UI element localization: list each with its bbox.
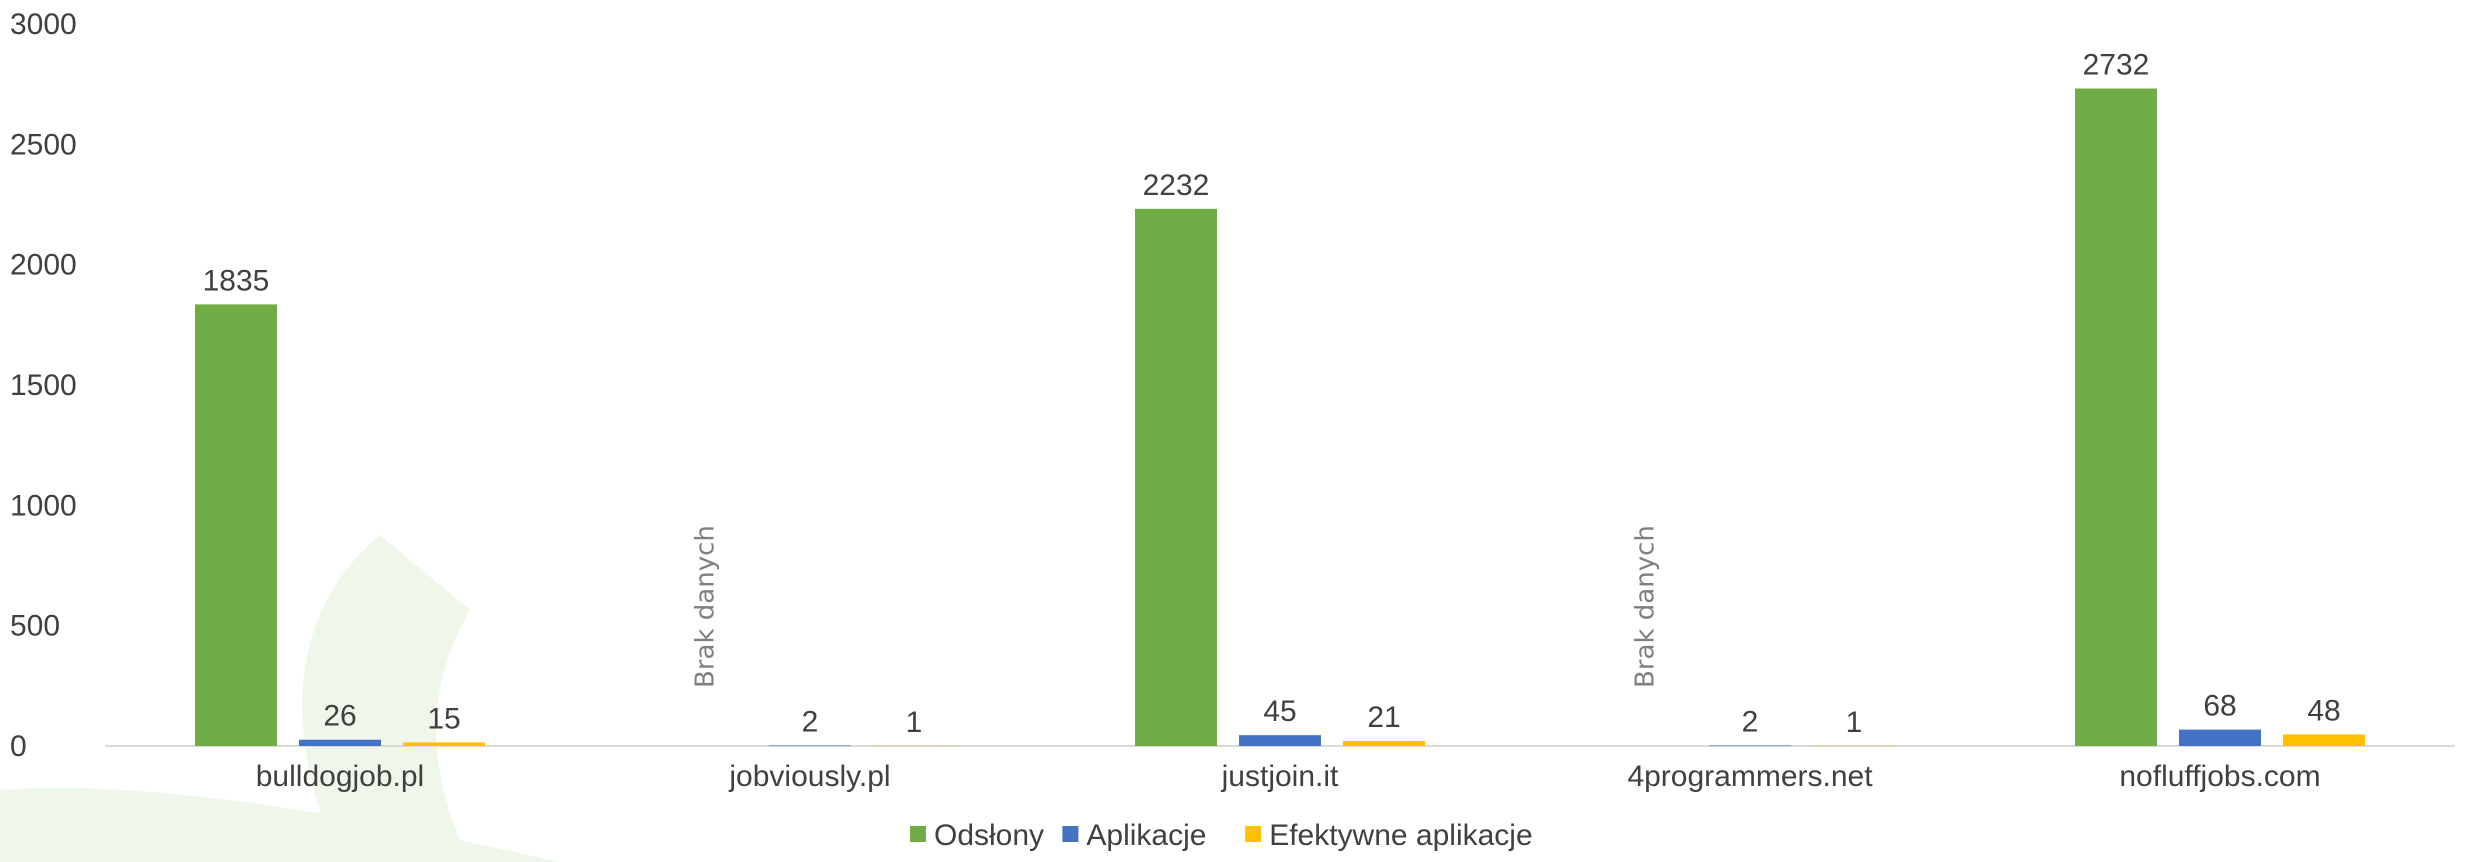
data-label: 15 [427, 702, 460, 735]
x-category-label: 4programmers.net [1627, 760, 1873, 793]
legend-label: Efektywne aplikacje [1269, 819, 1532, 852]
bar-efektywne-aplikacje [403, 742, 485, 746]
legend-label: Aplikacje [1086, 819, 1206, 852]
y-tick-label: 0 [10, 730, 27, 763]
background-watermark [0, 535, 560, 862]
y-tick-label: 2000 [10, 249, 77, 282]
x-category-label: justjoin.it [1221, 760, 1339, 793]
data-label: 45 [1263, 695, 1296, 728]
bar-aplikacje [299, 739, 381, 746]
x-category-label: nofluffjobs.com [2119, 760, 2320, 793]
data-label: 2232 [1143, 169, 1210, 202]
y-tick-label: 2500 [10, 128, 77, 161]
y-tick-label: 1000 [10, 489, 77, 522]
x-category-label: jobviously.pl [728, 760, 890, 793]
data-label: 2732 [2083, 48, 2150, 81]
legend-swatch-efektywne-aplikacje [1245, 826, 1262, 842]
legend-swatch-aplikacje [1062, 826, 1079, 842]
legend: Odsłony Aplikacje Efektywne aplikacje [910, 819, 1533, 852]
data-label: 48 [2307, 694, 2340, 727]
bar-aplikacje [1239, 735, 1321, 746]
y-axis-tick-labels: 0 500 1000 1500 2000 2500 3000 [10, 8, 77, 763]
bar-aplikacje [2179, 729, 2261, 746]
bar-efektywne-aplikacje [2283, 734, 2365, 746]
legend-label: Odsłony [934, 819, 1044, 852]
legend-swatch-ods-ony [910, 826, 926, 842]
data-label: 1 [906, 706, 923, 739]
data-label: 2 [1742, 706, 1759, 739]
bars [195, 88, 2365, 747]
bar-efektywne-aplikacje [1343, 740, 1425, 746]
data-label: 21 [1367, 701, 1400, 734]
missing-data-label: Brak danych [1631, 525, 1661, 688]
bar-ods-ony [1135, 208, 1217, 746]
data-label: 1 [1846, 706, 1863, 739]
y-tick-label: 1500 [10, 369, 77, 402]
data-label: 2 [802, 706, 819, 739]
missing-data-label: Brak danych [691, 525, 721, 688]
data-label: 68 [2203, 690, 2236, 723]
x-category-label: bulldogjob.pl [256, 760, 424, 793]
bar-ods-ony [195, 304, 277, 746]
category-labels: bulldogjob.pl jobviously.pl justjoin.it 4pr… [256, 760, 2321, 793]
data-label: 26 [323, 700, 356, 733]
y-tick-label: 3000 [10, 8, 77, 41]
data-label: 1835 [203, 264, 270, 297]
y-tick-label: 500 [10, 610, 60, 643]
bar-ods-ony [2075, 88, 2157, 747]
